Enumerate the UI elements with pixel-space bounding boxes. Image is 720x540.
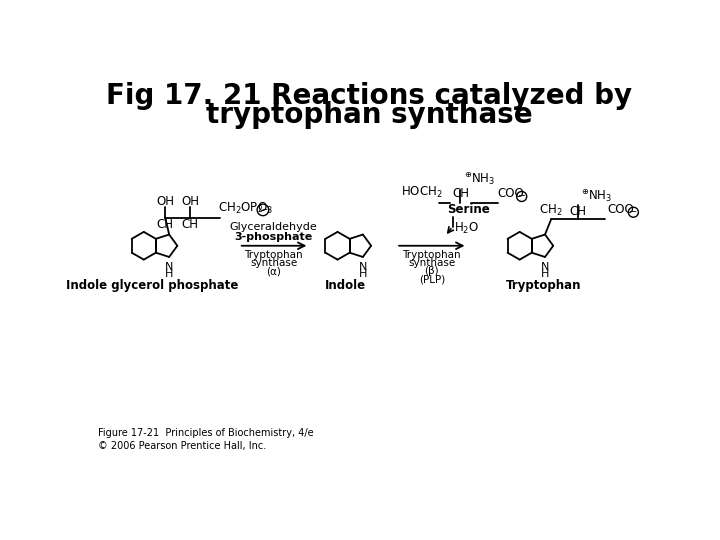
Text: OH: OH [181, 195, 199, 208]
Text: Tryptophan: Tryptophan [402, 250, 461, 260]
Text: CH: CH [181, 218, 199, 231]
Text: −: − [629, 207, 637, 217]
Text: tryptophan synthase: tryptophan synthase [206, 101, 532, 129]
Text: CH: CH [569, 205, 586, 218]
Text: CH: CH [452, 187, 469, 200]
Text: (α): (α) [266, 266, 281, 276]
Text: Indole: Indole [325, 279, 366, 292]
Text: Glyceraldehyde: Glyceraldehyde [230, 222, 318, 232]
Text: N: N [541, 262, 549, 272]
Text: (β): (β) [425, 266, 439, 276]
Text: Tryptophan: Tryptophan [244, 250, 303, 260]
Text: 2−: 2− [257, 205, 269, 214]
Text: H$_2$O: H$_2$O [454, 220, 480, 235]
Text: (PLP): (PLP) [418, 275, 445, 285]
Text: CH$_2$OPO$_3$: CH$_2$OPO$_3$ [218, 201, 273, 216]
Text: H: H [541, 269, 549, 279]
Text: Tryptophan: Tryptophan [505, 279, 581, 292]
Text: $^{\oplus}$NH$_3$: $^{\oplus}$NH$_3$ [464, 171, 495, 187]
Text: Figure 17-21  Principles of Biochemistry, 4/e
© 2006 Pearson Prentice Hall, Inc.: Figure 17-21 Principles of Biochemistry,… [98, 428, 313, 451]
Text: COO: COO [498, 187, 524, 200]
Text: HOCH$_2$: HOCH$_2$ [401, 185, 443, 200]
Text: H: H [359, 269, 367, 279]
Text: COO: COO [607, 203, 634, 216]
Text: 3-phosphate: 3-phosphate [235, 232, 312, 241]
Text: synthase: synthase [408, 258, 456, 268]
Text: Fig 17. 21 Reactions catalyzed by: Fig 17. 21 Reactions catalyzed by [106, 82, 632, 110]
Text: Indole glycerol phosphate: Indole glycerol phosphate [66, 279, 238, 292]
Text: H: H [165, 269, 174, 279]
Text: N: N [165, 262, 174, 272]
Text: −: − [518, 192, 526, 201]
Text: CH: CH [157, 218, 174, 231]
Text: OH: OH [156, 195, 174, 208]
Text: synthase: synthase [250, 258, 297, 268]
Text: N: N [359, 262, 367, 272]
Text: CH$_2$: CH$_2$ [539, 202, 563, 218]
Text: Serine: Serine [447, 203, 490, 216]
Text: $^{\oplus}$NH$_3$: $^{\oplus}$NH$_3$ [580, 188, 612, 204]
